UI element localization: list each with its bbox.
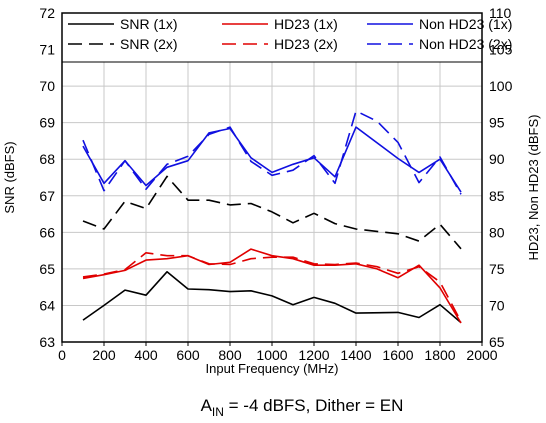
caption-prefix: A <box>201 396 213 415</box>
legend-label: HD23 (2x) <box>274 36 338 52</box>
x-tick-label: 400 <box>134 347 158 363</box>
x-tick-label: 2000 <box>466 347 497 363</box>
y-right-tick-label: 110 <box>489 5 512 21</box>
series-line-4 <box>82 126 462 193</box>
legend: SNR (1x) HD23 (1x) Non HD23 (1x) SNR (2x) HD… <box>61 12 512 63</box>
series-line-0 <box>82 271 462 324</box>
legend-label: SNR (1x) <box>120 16 178 32</box>
y-left-tick-label: 65 <box>39 261 55 277</box>
x-tick-label: 1000 <box>256 347 287 363</box>
x-tick-label: 200 <box>92 347 116 363</box>
x-tick-label: 1400 <box>340 347 371 363</box>
y-right-tick-label: 90 <box>489 151 505 167</box>
y-left-tick-label: 69 <box>39 115 55 131</box>
legend-label: Non HD23 (2x) <box>419 36 512 52</box>
y-left-tick-label: 64 <box>39 297 55 313</box>
y-axis-left-label: SNR (dBFS) <box>2 141 17 213</box>
tick-labels: 0 200 400 600 800 1000 1200 1400 1600 1800 2000 63 6… <box>39 5 512 363</box>
x-tick-label: 600 <box>176 347 200 363</box>
series-line-1 <box>82 175 462 250</box>
series-line-2 <box>82 248 462 324</box>
y-left-tick-label: 70 <box>39 78 55 94</box>
chart-caption: AIN = -4 dBFS, Dither = EN <box>201 396 404 419</box>
y-right-tick-label: 100 <box>489 78 513 94</box>
y-right-tick-label: 105 <box>489 42 513 58</box>
y-right-tick-label: 95 <box>489 115 505 131</box>
y-left-tick-label: 66 <box>39 224 55 240</box>
y-left-tick-label: 72 <box>39 5 55 21</box>
caption-subscript: IN <box>212 405 224 419</box>
x-tick-label: 1800 <box>424 347 455 363</box>
y-left-tick-label: 63 <box>39 334 55 350</box>
legend-label: SNR (2x) <box>120 36 178 52</box>
y-left-tick-label: 68 <box>39 151 55 167</box>
x-tick-label: 800 <box>218 347 242 363</box>
x-axis-label: Input Frequency (MHz) <box>206 361 339 376</box>
series-line-3 <box>82 252 462 322</box>
x-tick-label: 1200 <box>298 347 329 363</box>
y-axis-right-label: HD23, Non HD23 (dBFS) <box>526 115 541 261</box>
legend-label: Non HD23 (1x) <box>419 16 512 32</box>
y-left-tick-label: 67 <box>39 188 55 204</box>
y-right-tick-label: 70 <box>489 297 505 313</box>
y-right-tick-label: 80 <box>489 224 505 240</box>
series-lines <box>82 110 462 324</box>
x-tick-label: 1600 <box>382 347 413 363</box>
y-right-tick-label: 75 <box>489 261 505 277</box>
y-left-tick-label: 71 <box>39 42 55 58</box>
y-right-tick-label: 65 <box>489 334 505 350</box>
y-right-tick-label: 85 <box>489 188 505 204</box>
legend-label: HD23 (1x) <box>274 16 338 32</box>
caption-suffix: = -4 dBFS, Dither = EN <box>224 396 404 415</box>
series-line-5 <box>82 110 462 195</box>
x-tick-label: 0 <box>58 347 66 363</box>
